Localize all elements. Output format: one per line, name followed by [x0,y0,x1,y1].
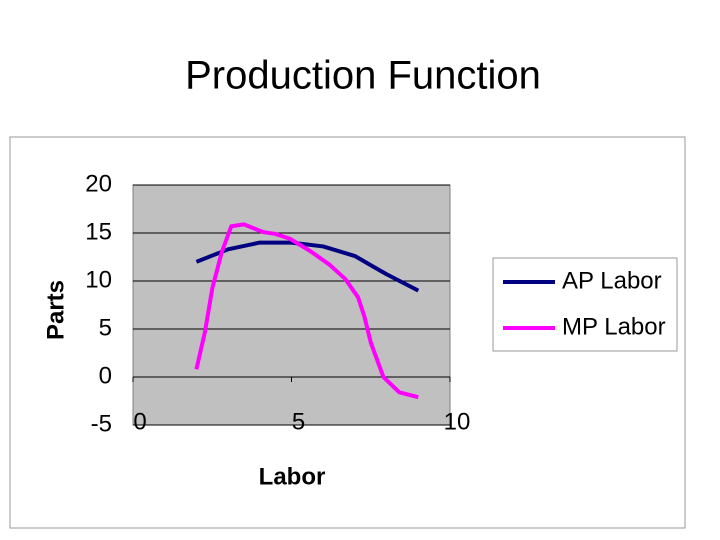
y-axis-title: Parts [42,280,69,340]
y-tick-label: 15 [85,218,112,245]
y-tick-label: 0 [99,362,112,389]
x-axis-title: Labor [259,463,326,490]
line-series [195,240,420,293]
y-tick-label: 10 [85,266,112,293]
y-tick-label: 20 [85,170,112,197]
y-tick-label: 5 [99,314,112,341]
legend-label: AP Labor [562,267,662,294]
plot-area [132,184,451,426]
chart-title: Production Function [185,54,541,98]
x-tick-label: 0 [133,408,146,435]
line-series [194,222,419,400]
x-tick-label: 10 [444,408,471,435]
legend-label: MP Labor [562,313,666,340]
legend [492,257,678,352]
x-tick-label: 5 [292,408,305,435]
y-tick-label: -5 [91,410,112,437]
